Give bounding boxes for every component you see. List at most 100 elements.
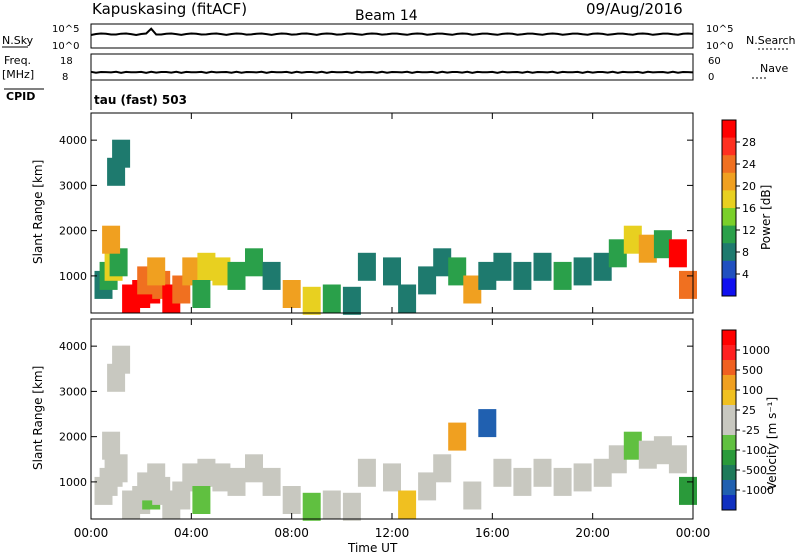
cpid-label: CPID [6,90,35,103]
power-panel-cells [94,139,697,315]
colorbar-tick-label: 25 [742,404,756,417]
colorbar-tick-label: 8 [742,246,749,259]
heatmap-cell [109,454,128,483]
heatmap-cell [192,486,211,514]
colorbar-swatch [722,330,736,346]
colorbar-swatch [722,390,736,406]
heatmap-cell [357,458,376,487]
heatmap-cell [638,234,657,263]
heatmap-cell [383,257,401,286]
y-tick-label: 1000 [59,270,87,283]
colorbar-tick-label: 28 [742,136,756,149]
colorbar-tick-label: 12 [742,224,756,237]
heatmap-cell [102,225,121,254]
colorbar-tick-label: -500 [742,464,767,477]
heatmap-cell [653,436,672,465]
heatmap-cell [513,467,532,496]
freq-unit: [MHz] [2,68,34,81]
y-tick-label: 2000 [59,431,87,444]
colorbar-tick-label: 20 [742,180,756,193]
colorbar-swatch [722,375,736,391]
heatmap-cell [679,476,697,505]
colorbar-swatch [722,480,736,496]
colorbar-tick-label: -100 [742,444,767,457]
colorbar-swatch [722,243,736,262]
freq-strip-frame [90,53,694,81]
heatmap-cell [262,467,281,496]
date-label: 09/Aug/2016 [586,0,683,18]
time-axis: 00:00 04:00 08:00 12:00 16:00 20:00 00:00 [74,113,711,540]
velocity-ylabel: Slant Range [km] [31,366,45,470]
x-tick-label: 04:00 [174,526,209,540]
heatmap-cell [212,257,231,286]
y-tick-label: 1000 [59,476,87,489]
heatmap-cell [433,454,452,483]
colorbar-tick-label: 500 [742,364,763,377]
freq-trace [90,70,694,74]
colorbar-swatch [722,465,736,481]
heatmap-cell [593,252,612,281]
power-colorbar-label: Power [dB] [759,185,773,250]
heatmap-cell [463,275,482,304]
heatmap-cell [147,463,166,492]
heatmap-cell [398,490,417,519]
y-tick-label: 4000 [59,134,87,147]
colorbar-swatch [722,345,736,361]
x-tick-label: 20:00 [575,526,610,540]
heatmap-cell [197,252,216,281]
heatmap-cell [102,431,121,460]
heatmap-cell [282,486,301,514]
heatmap-cell [245,248,263,277]
heatmap-cell [192,280,211,308]
heatmap-cell [573,463,592,492]
time-axis-label: Time UT [347,541,398,554]
nsearch-tick-bottom: 10^0 [706,41,733,52]
cpid-value: tau (fast) 503 [94,93,187,107]
heatmap-cell [212,463,231,492]
colorbar-swatch [722,420,736,436]
heatmap-cell [478,409,497,438]
colorbar-swatch [722,120,736,139]
heatmap-cell [623,431,642,460]
heatmap-cell [653,230,672,259]
heatmap-cell [182,257,201,286]
heatmap-cell [227,261,246,290]
velocity-yticks: 1000 2000 3000 4000 [59,340,693,489]
freq-label: Freq. [4,54,31,67]
nsky-label: N.Sky [2,34,34,47]
heatmap-cell [418,266,437,295]
heatmap-cell [493,458,512,487]
heatmap-cell [342,286,361,315]
x-tick-label: 00:00 [676,526,711,540]
colorbar-swatch [722,360,736,376]
heatmap-cell [448,257,467,286]
heatmap-cell [418,472,437,501]
colorbar-tick-label: -25 [742,424,760,437]
colorbar-tick-label: 1000 [742,344,770,357]
power-yticks: 1000 2000 3000 4000 [59,134,693,283]
heatmap-cell [513,261,532,290]
colorbar-swatch [722,208,736,227]
colorbar-swatch [722,137,736,156]
y-tick-label: 4000 [59,340,87,353]
heatmap-cell [197,458,216,487]
freq-tick-bottom: 8 [62,72,68,83]
colorbar-tick-label: 100 [742,384,763,397]
heatmap-cell [668,445,687,474]
heatmap-cell [322,284,341,313]
colorbar-frame [721,329,737,511]
y-tick-label: 3000 [59,179,87,192]
heatmap-cell [433,248,452,277]
heatmap-cell [638,440,657,469]
heatmap-cell [398,284,417,313]
heatmap-cell [112,139,131,168]
heatmap-cell [493,252,512,281]
heatmap-cell [448,422,467,451]
colorbar-swatch [722,225,736,244]
colorbar-swatch [722,155,736,174]
x-tick-label: 12:00 [375,526,410,540]
colorbar-swatch [722,495,736,511]
heatmap-cell [302,492,321,521]
heatmap-cell [553,261,572,290]
nave-label: Nave [760,62,788,75]
